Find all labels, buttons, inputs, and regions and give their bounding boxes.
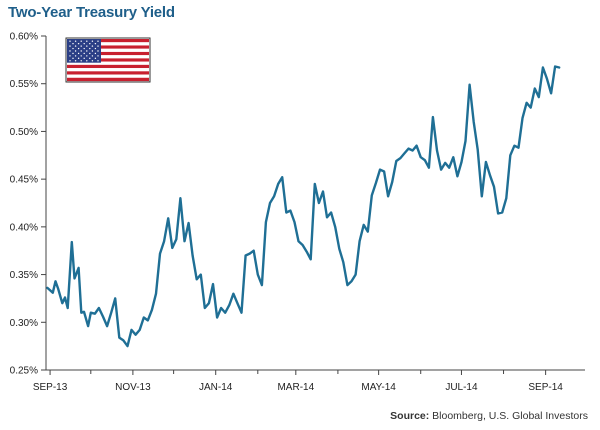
flag-stars xyxy=(69,40,99,62)
flag-star xyxy=(74,60,77,62)
y-tick-label: 0.55% xyxy=(10,79,38,90)
flag-star xyxy=(97,50,99,52)
y-tick-label: 0.40% xyxy=(10,222,38,233)
flag-stripe xyxy=(67,42,149,46)
flag-canton xyxy=(67,39,101,63)
flag-star xyxy=(69,50,71,52)
flag-stripe xyxy=(67,39,149,43)
flag-star xyxy=(89,47,91,50)
flag-stripe xyxy=(67,68,149,72)
flag-star xyxy=(86,60,88,62)
x-tick-label: JUL-14 xyxy=(445,382,478,393)
y-tick-label: 0.30% xyxy=(10,318,38,329)
x-tick-label: JAN-14 xyxy=(199,382,233,393)
flag-stripe xyxy=(67,74,149,78)
flag-star xyxy=(94,42,97,45)
flag-star xyxy=(91,45,94,47)
flag-star xyxy=(94,47,97,50)
flag-star xyxy=(86,40,88,42)
flag-stripe xyxy=(67,77,149,82)
flag-star xyxy=(77,52,80,55)
flag-stripe xyxy=(67,61,149,65)
flag-star xyxy=(72,52,74,55)
flag-star xyxy=(91,40,94,42)
flag-star xyxy=(89,52,91,55)
flag-star xyxy=(91,60,94,62)
flag-star xyxy=(91,50,94,52)
flag-star xyxy=(69,55,71,57)
flag-star xyxy=(69,60,71,62)
flag-star xyxy=(97,60,99,62)
source-text: Bloomberg, U.S. Global Investors xyxy=(432,410,588,422)
flag-star xyxy=(74,45,77,47)
x-tick-label: NOV-13 xyxy=(115,382,151,393)
series-line xyxy=(46,65,561,348)
y-tick-label: 0.35% xyxy=(10,270,38,281)
flag-stripe xyxy=(67,51,149,56)
flag-star xyxy=(86,45,88,47)
flag-stripe xyxy=(67,71,149,75)
flag-star xyxy=(80,60,82,62)
us-flag xyxy=(65,37,151,83)
flag-stripes xyxy=(67,39,149,82)
y-tick-label: 0.45% xyxy=(10,175,38,186)
flag-star xyxy=(80,50,82,52)
flag-star xyxy=(94,52,97,55)
flag-stripe xyxy=(67,45,149,49)
flag-star xyxy=(94,57,97,60)
flag-star xyxy=(86,55,88,57)
y-axis: 0.25% 0.30% 0.35% 0.40% 0.45% 0.50% 0.55% 0.60% xyxy=(10,32,47,377)
flag-star xyxy=(69,40,71,42)
flag-star xyxy=(74,50,77,52)
flag-star xyxy=(97,55,99,57)
flag-star xyxy=(72,47,74,50)
y-tick-label: 0.50% xyxy=(10,127,38,138)
flag-star xyxy=(80,40,82,42)
flag-star xyxy=(91,55,94,57)
flag-star xyxy=(74,55,77,57)
y-tick-label: 0.25% xyxy=(10,366,38,377)
flag-star xyxy=(89,57,91,60)
chart-title: Two-Year Treasury Yield xyxy=(8,4,175,21)
flag-star xyxy=(74,40,77,42)
flag-star xyxy=(83,47,85,50)
x-axis: SEP-13 NOV-13 JAN-14 MAR-14 MAY-14 JUL-14 SEP-… xyxy=(33,369,585,393)
x-tick-label: SEP-13 xyxy=(33,382,68,393)
flag-star xyxy=(86,50,88,52)
flag-stripe xyxy=(67,48,149,53)
flag-star xyxy=(97,40,99,42)
flag-stripe xyxy=(67,58,149,62)
flag-star xyxy=(80,45,82,47)
x-tick-label: SEP-14 xyxy=(528,382,563,393)
x-tick-label: MAR-14 xyxy=(277,382,314,393)
flag-stripe xyxy=(67,64,149,69)
flag-star xyxy=(72,57,74,60)
y-tick-label: 0.60% xyxy=(10,32,38,43)
flag-star xyxy=(83,42,85,45)
flag-star xyxy=(80,55,82,57)
source-note: Source: Bloomberg, U.S. Global Investors xyxy=(390,410,588,422)
flag-star xyxy=(72,42,74,45)
flag-star xyxy=(69,45,71,47)
flag-star xyxy=(83,52,85,55)
source-label: Source: xyxy=(390,410,430,422)
flag-star xyxy=(77,42,80,45)
flag-star xyxy=(77,47,80,50)
flag-star xyxy=(83,57,85,60)
flag-star xyxy=(89,42,91,45)
x-tick-label: MAY-14 xyxy=(361,382,396,393)
flag-star xyxy=(97,45,99,47)
series-line-group xyxy=(46,65,561,348)
flag-stripe xyxy=(67,55,149,59)
flag-star xyxy=(77,57,80,60)
